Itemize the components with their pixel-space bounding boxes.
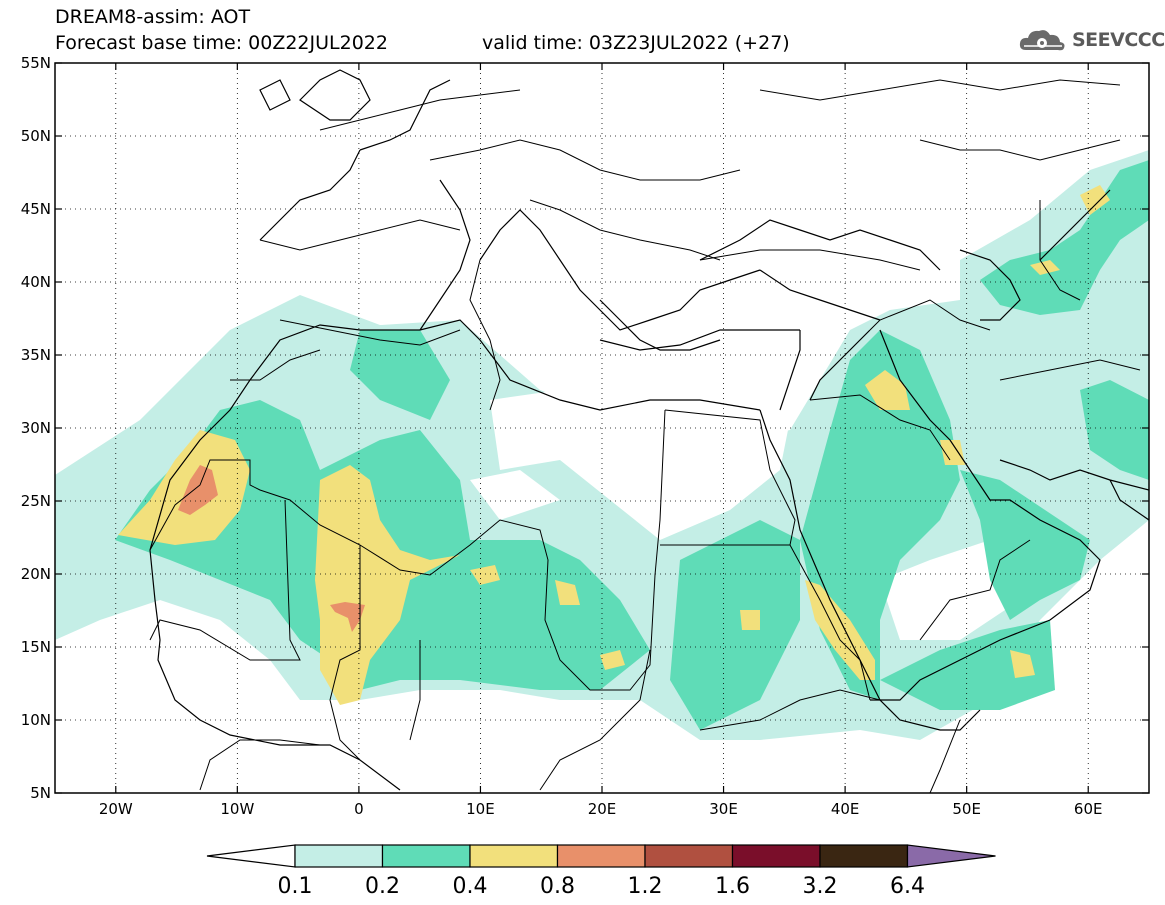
lon-label: 10W [220,800,254,818]
colorbar-label: 0.2 [365,874,400,899]
lon-label: 30E [709,800,738,818]
colorbar-label: 0.1 [278,874,313,899]
colorbar-segment [469,844,559,868]
lat-label: 55N [21,54,51,72]
gridlines [55,63,1149,793]
valid-time: valid time: 03Z23JUL2022 (+27) [482,32,790,54]
lon-label: 50E [952,800,981,818]
colorbar-over-arrow [906,844,996,868]
lat-label: 15N [21,638,51,656]
lat-label: 10N [21,711,51,729]
colorbar-label: 1.6 [715,874,750,899]
colorbar: 0.1 0.2 0.4 0.8 1.2 1.6 3.2 6.4 [206,844,996,899]
country-borders [149,79,1141,793]
lat-label: 45N [21,200,51,218]
seevccc-logo: SEEVCCC [1018,26,1165,54]
colorbar-under-arrow [206,844,296,868]
lon-label: 0 [354,800,364,818]
title-line-2: Forecast base time: 00Z22JUL2022 [55,32,388,54]
lat-label: 20N [21,565,51,583]
colorbar-label: 0.4 [453,874,488,899]
lat-label: 30N [21,419,51,437]
colorbar-segment [731,844,821,868]
colorbar-label: 1.2 [628,874,663,899]
colorbar-segment [819,844,909,868]
lat-label: 50N [21,127,51,145]
lon-label: 20W [99,800,133,818]
colorbar-label: 3.2 [803,874,838,899]
colorbar-segment [556,844,646,868]
logo-text: SEEVCCC [1072,29,1165,51]
lat-label: 5N [30,784,51,802]
colorbar-segment [294,844,384,868]
colorbar-segment [381,844,471,868]
lon-label: 40E [831,800,860,818]
colorbar-label: 6.4 [890,874,925,899]
lon-label: 20E [588,800,617,818]
lon-label: 10E [466,800,495,818]
coastlines [149,69,1149,791]
title-line-1: DREAM8-assim: AOT [55,6,251,28]
axes: 20W 10W 0 10E 20E 30E 40E 50E 60E 55N 50N 45N 40N 35N… [21,54,1149,818]
aot-field [55,150,1149,740]
lat-label: 40N [21,273,51,291]
lat-label: 35N [21,346,51,364]
lon-label: 60E [1074,800,1103,818]
colorbar-segment [644,844,734,868]
cloud-gear-icon [1019,30,1065,51]
colorbar-label: 0.8 [540,874,575,899]
lat-label: 25N [21,492,51,510]
